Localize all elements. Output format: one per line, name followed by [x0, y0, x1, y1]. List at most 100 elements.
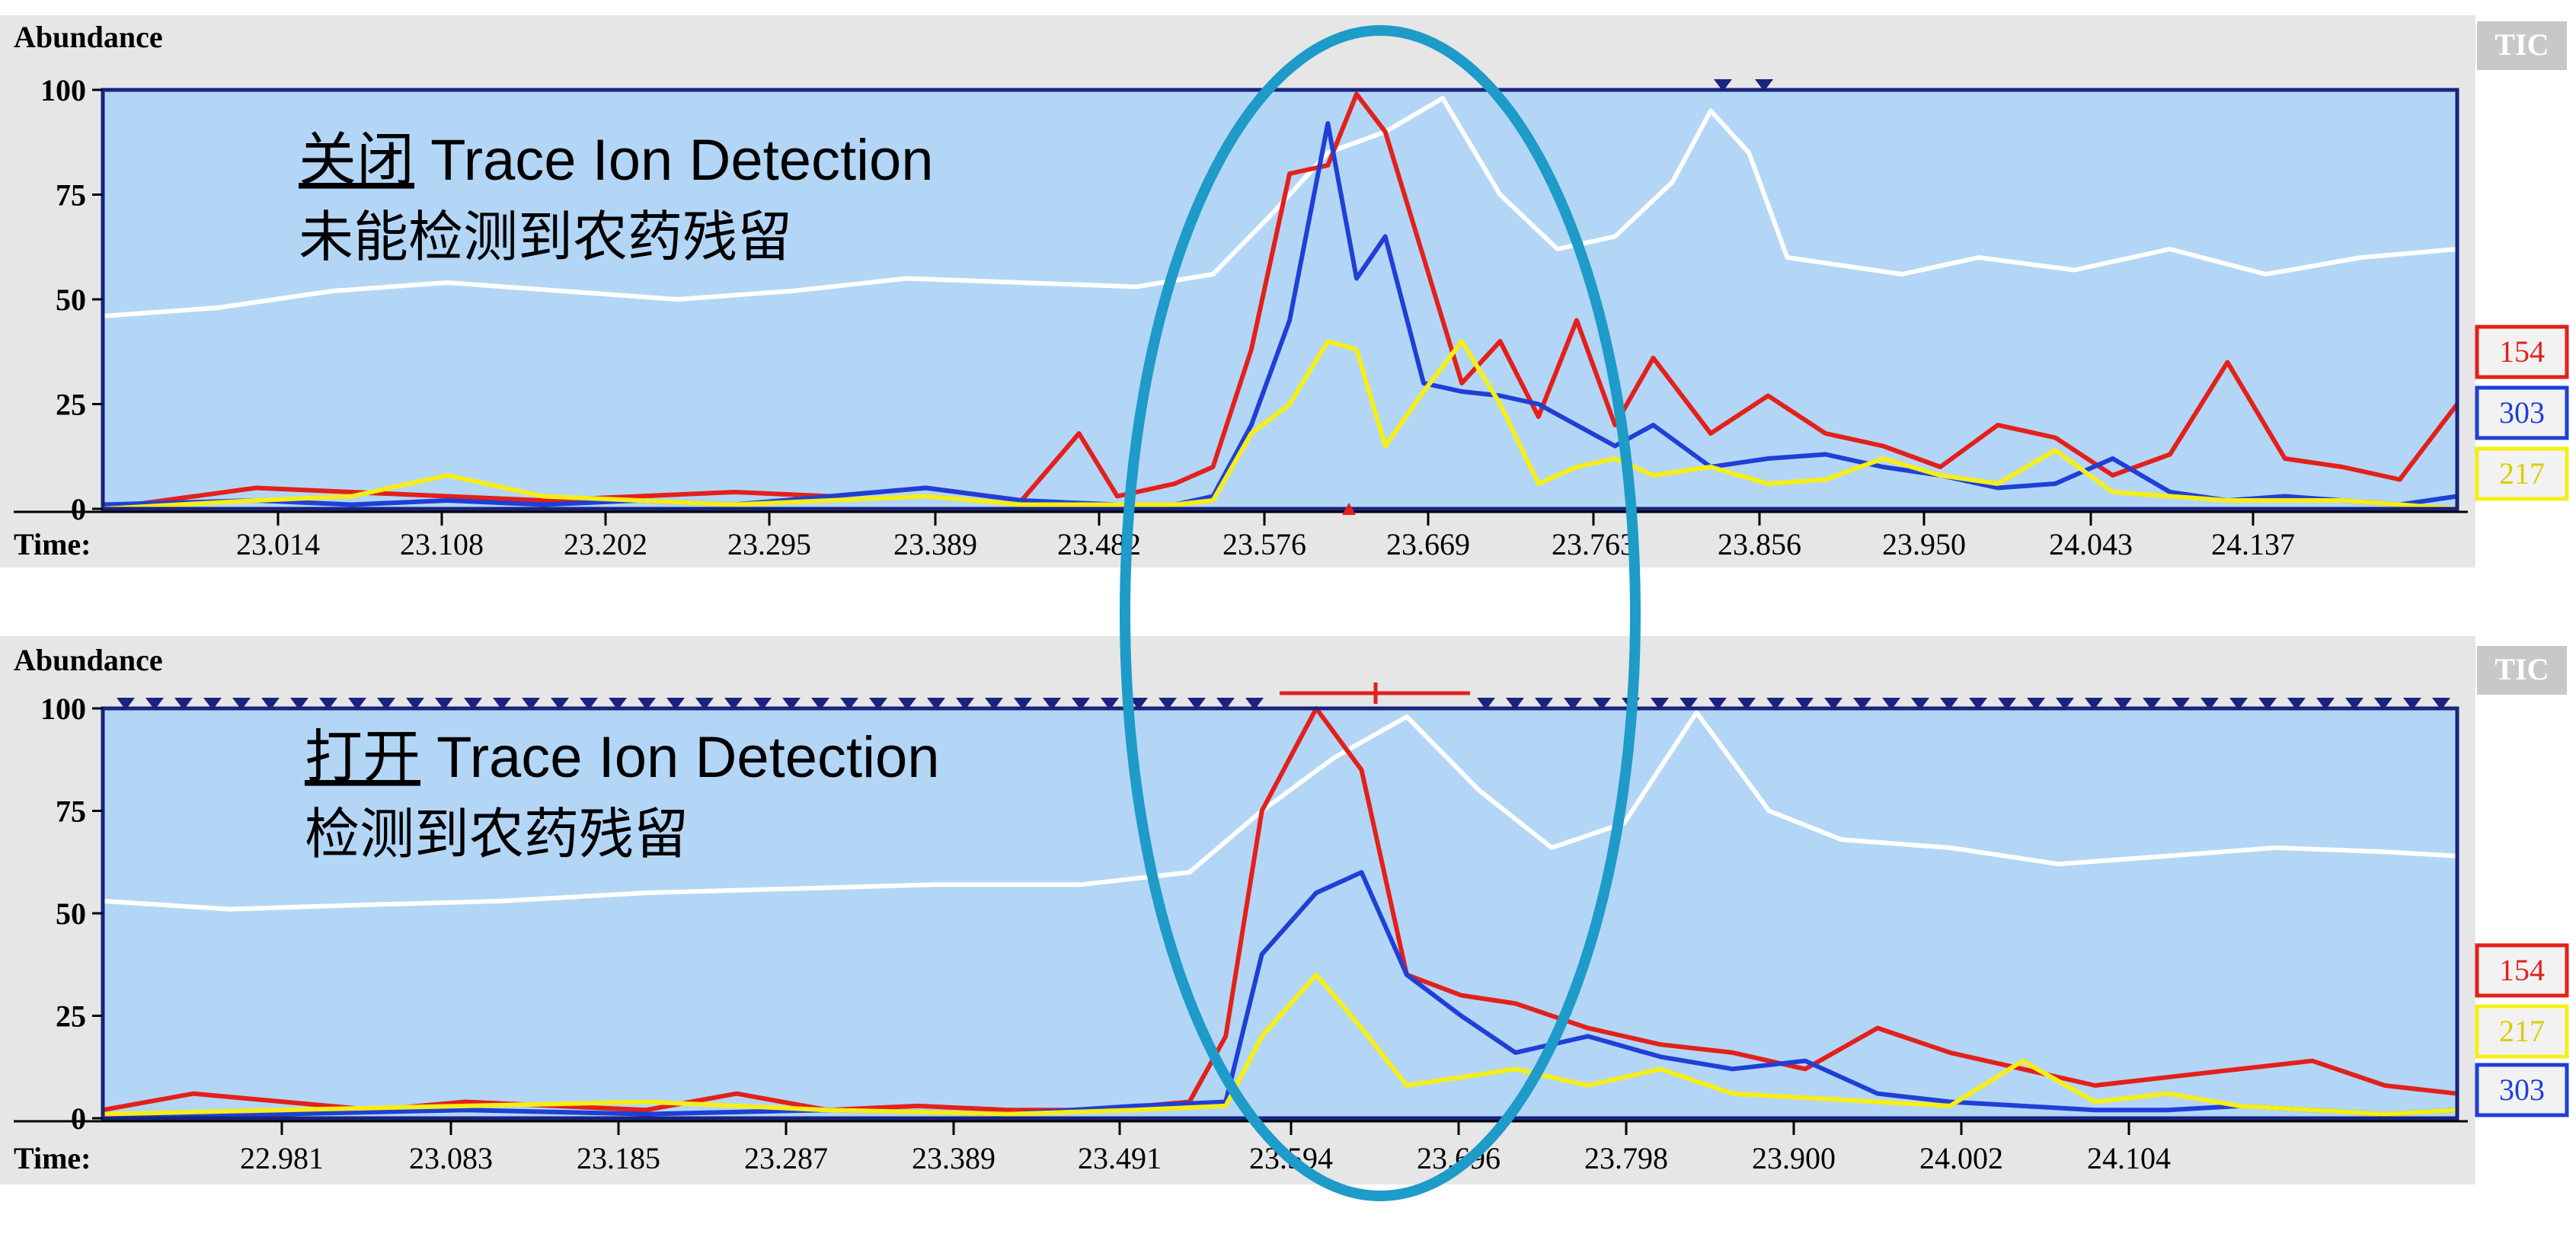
x-tick-label: 23.185	[577, 1141, 660, 1175]
scan-marker-icon	[1940, 698, 1958, 710]
plot-area	[103, 90, 2457, 509]
scan-marker-icon	[1043, 698, 1061, 710]
legend-box-303	[2475, 385, 2569, 440]
scan-marker-icon	[1737, 698, 1756, 710]
y-tick-label: 50	[56, 897, 86, 931]
scan-marker-icon	[1593, 698, 1611, 710]
scan-marker-icon	[1969, 698, 1987, 710]
scan-marker-icon	[1245, 698, 1264, 710]
scan-marker-icon	[869, 698, 887, 710]
x-tick-label: 24.137	[2211, 527, 2295, 561]
scan-marker-icon	[2172, 698, 2190, 710]
scan-marker-icon	[2056, 698, 2074, 710]
tic-label: TIC	[2495, 652, 2549, 686]
scan-marker-icon	[2143, 698, 2161, 710]
annotation-title: 关闭 Trace Ion Detection	[299, 128, 934, 193]
scan-marker-icon	[2114, 698, 2132, 710]
scan-marker-icon	[1101, 698, 1119, 710]
legend-label-217: 217	[2499, 456, 2545, 491]
x-tick-label: 23.202	[564, 527, 647, 561]
x-tick-label: 23.108	[400, 527, 484, 561]
x-tick-label: 23.014	[236, 527, 320, 561]
scan-marker-icon	[1187, 698, 1206, 710]
scan-marker-icon	[435, 698, 453, 710]
annotation-emphasis: 打开	[305, 725, 420, 790]
chart-panel-2: Abundance 0 25 50 75 100 Time: 22.981 23.083 23.1…	[0, 636, 2569, 1184]
x-axis-label: Time:	[14, 1141, 91, 1175]
scan-marker-icon	[1014, 698, 1032, 710]
annotation-subtitle: 未能检测到农药残留	[299, 207, 792, 268]
annotation-title-rest: Trace Ion Detection	[414, 128, 934, 193]
x-tick-label: 23.295	[727, 527, 811, 561]
scan-marker-icon	[406, 698, 424, 710]
scan-marker-icon	[1882, 698, 1900, 710]
scan-marker-icon	[1708, 698, 1727, 710]
legend-label-303: 303	[2499, 395, 2545, 430]
scan-marker-icon	[1680, 698, 1698, 710]
scan-marker-icon	[2316, 698, 2335, 710]
scan-marker-icon	[1072, 698, 1090, 710]
scan-marker-icon	[464, 698, 482, 710]
series-line-154	[102, 706, 2458, 1113]
x-tick-label: 23.287	[744, 1141, 828, 1175]
y-tick-label: 50	[56, 283, 86, 317]
highlight-ellipse	[1120, 25, 1641, 1201]
scan-marker-icon	[985, 698, 1003, 710]
scan-marker-icon	[840, 698, 858, 710]
scan-marker-icon	[1564, 698, 1582, 710]
scan-marker-icon	[203, 698, 222, 710]
x-tick-label: 23.900	[1752, 1141, 1836, 1175]
scan-marker-icon	[609, 698, 627, 710]
scan-marker-icon	[2432, 698, 2450, 710]
series-line-217	[102, 972, 2458, 1117]
scan-marker-icon	[232, 698, 251, 710]
scan-marker-icon	[1216, 698, 1235, 710]
scan-marker-icon	[695, 698, 714, 710]
scan-marker-icon	[1766, 698, 1785, 710]
scan-marker-icon	[1130, 698, 1148, 710]
y-tick-label: 100	[40, 692, 86, 726]
scan-marker-icon	[145, 698, 164, 710]
x-tick-label: 23.950	[1882, 527, 1966, 561]
x-axis-label: Time:	[14, 527, 91, 561]
x-tick-label: 24.002	[1919, 1141, 2003, 1175]
tic-label: TIC	[2495, 27, 2549, 62]
series-line-TIC	[102, 710, 2458, 912]
legend-label-303: 303	[2499, 1073, 2545, 1107]
x-tick-label: 23.576	[1222, 527, 1306, 561]
scan-marker-icon	[261, 698, 280, 710]
y-axis-label: Abundance	[14, 20, 163, 54]
scan-marker-icon	[551, 698, 569, 710]
legend-label-217: 217	[2499, 1014, 2545, 1048]
scan-marker-icon	[2027, 698, 2045, 710]
x-tick-label: 22.981	[240, 1141, 324, 1175]
scan-marker-icon	[348, 698, 366, 710]
x-tick-label: 24.104	[2087, 1141, 2171, 1175]
scan-marker-icon	[493, 698, 511, 710]
scan-marker-icon	[782, 698, 801, 710]
scan-marker-icon	[1998, 698, 2016, 710]
legend-box-154	[2475, 943, 2569, 998]
scan-marker-icon	[638, 698, 656, 710]
scan-marker-icon	[2200, 698, 2219, 710]
scan-marker-icon	[1911, 698, 1929, 710]
scan-marker-icon	[1535, 698, 1553, 710]
x-tick-label: 23.389	[893, 527, 977, 561]
scan-marker-icon	[1795, 698, 1814, 710]
x-tick-label: 23.669	[1386, 527, 1470, 561]
scan-marker-icon	[377, 698, 395, 710]
y-tick-label: 100	[40, 73, 86, 107]
scan-marker-icon	[2287, 698, 2306, 710]
series-line-TIC	[102, 96, 2458, 318]
scan-marker-icon	[1159, 698, 1177, 710]
y-tick-label: 75	[56, 178, 86, 213]
x-tick-label: 24.043	[2049, 527, 2133, 561]
peak-marker-icon	[1755, 79, 1773, 91]
scan-marker-icon	[1853, 698, 1871, 710]
scan-marker-icon	[753, 698, 772, 710]
y-axis-label: Abundance	[14, 643, 163, 677]
annotation-emphasis: 关闭	[299, 128, 414, 193]
scan-marker-icon	[1651, 698, 1669, 710]
legend-box-217	[2475, 1004, 2569, 1059]
